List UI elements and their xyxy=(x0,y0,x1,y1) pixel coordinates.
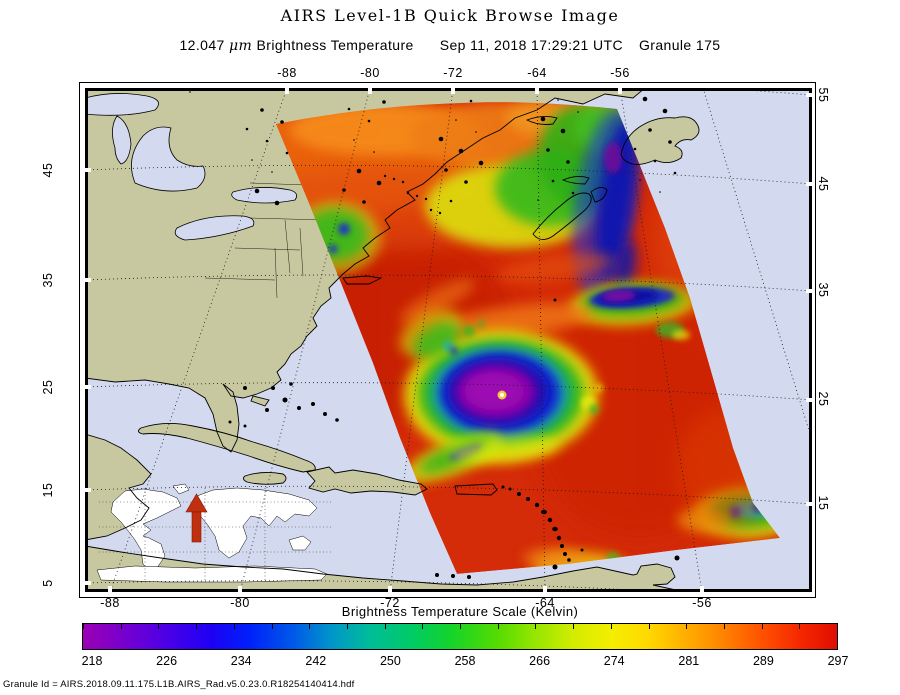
inset-world-map xyxy=(96,483,331,583)
colorbar-tick xyxy=(460,624,461,629)
axis-tick-label: -56 xyxy=(610,66,630,80)
page-title: AIRS Level-1B Quick Browse Image xyxy=(280,6,620,25)
axis-tick-label: -64 xyxy=(535,596,555,610)
subtitle-datetime: Sep 11, 2018 17:29:21 UTC xyxy=(439,37,624,53)
colorbar-tick xyxy=(535,624,537,629)
inset-greenland xyxy=(172,483,190,495)
colorbar-tick xyxy=(723,624,725,629)
mu-unit: μm xyxy=(229,38,253,54)
map-plot xyxy=(85,88,812,592)
colorbar-tick xyxy=(573,624,575,629)
axis-tick-label: 25 xyxy=(41,379,55,395)
subtitle: 12.047 μm Brightness Temperature Sep 11, … xyxy=(0,37,900,54)
colorbar-tick-label: 218 xyxy=(81,654,103,668)
inset-australia xyxy=(288,535,312,551)
colorbar-tick xyxy=(120,624,122,629)
colorbar-tick-label: 297 xyxy=(827,654,849,668)
axis-tick-label: -56 xyxy=(692,596,712,610)
colorbar-tick xyxy=(686,624,688,629)
colorbar-tick xyxy=(799,624,801,629)
colorbar-title: Brightness Temperature Scale (Kelvin) xyxy=(341,604,579,619)
axis-tick-label: 15 xyxy=(816,495,830,511)
subtitle-granule: Granule 175 xyxy=(639,37,721,53)
colorbar-tick xyxy=(384,624,386,629)
colorbar-tick xyxy=(271,624,273,629)
subtitle-wavelength: 12.047 μm Brightness Temperature xyxy=(179,37,414,54)
axis-tick-label: -88 xyxy=(277,66,297,80)
colorbar-tick xyxy=(83,624,84,629)
colorbar-tick xyxy=(309,624,311,629)
colorbar-tick xyxy=(761,624,763,629)
inset-americas xyxy=(110,488,182,573)
colorbar-tick-label: 226 xyxy=(156,654,178,668)
axis-tick-label: -88 xyxy=(100,596,120,610)
colorbar xyxy=(82,623,838,650)
axis-tick-label: -72 xyxy=(380,596,400,610)
axis-tick-label: 15 xyxy=(41,482,55,498)
small-islands xyxy=(228,298,680,579)
colorbar-tick-label: 281 xyxy=(678,654,700,668)
colorbar-tick xyxy=(346,624,348,629)
colorbar-tick-label: 250 xyxy=(379,654,401,668)
colorbar-tick-label: 266 xyxy=(529,654,551,668)
granule-id: Granule Id = AIRS.2018.09.11.175.L1B.AIR… xyxy=(3,679,355,690)
colorbar-tick xyxy=(196,624,198,629)
map-outer-frame xyxy=(79,82,816,598)
map-border xyxy=(85,88,812,592)
axis-tick-label: -80 xyxy=(230,596,250,610)
inset-afro-eurasia xyxy=(196,487,318,559)
colorbar-tick xyxy=(233,624,235,629)
axis-tick-label: 45 xyxy=(816,176,830,192)
inset-graticule xyxy=(99,488,331,580)
colorbar-tick xyxy=(422,624,424,629)
colorbar-tick-label: 289 xyxy=(752,654,774,668)
colorbar-tick-label: 274 xyxy=(603,654,625,668)
colorbar-tick xyxy=(648,624,650,629)
colorbar-tick-label: 234 xyxy=(230,654,252,668)
inset-antarctica xyxy=(96,565,328,583)
axis-tick-label: 45 xyxy=(41,162,55,178)
colorbar-tick xyxy=(837,624,838,629)
axis-tick-label: 25 xyxy=(816,391,830,407)
axis-tick-label: -72 xyxy=(443,66,463,80)
lake-specks xyxy=(189,91,677,215)
colorbar-tick-label: 242 xyxy=(305,654,327,668)
graticule xyxy=(85,88,812,592)
colorbar-tick xyxy=(610,624,612,629)
colorbar-tick xyxy=(497,624,499,629)
axis-tick-label: 5 xyxy=(41,579,55,587)
axis-tick-label: 35 xyxy=(41,272,55,288)
axis-tick-label: -80 xyxy=(360,66,380,80)
axis-tick-label: -64 xyxy=(527,66,547,80)
hurricane xyxy=(404,330,598,460)
colorbar-tick xyxy=(158,624,160,629)
colorbar-tick-label: 258 xyxy=(454,654,476,668)
axis-tick-label: 55 xyxy=(816,87,830,103)
axis-tick-label: 35 xyxy=(816,282,830,298)
location-arrow-icon xyxy=(185,493,208,543)
